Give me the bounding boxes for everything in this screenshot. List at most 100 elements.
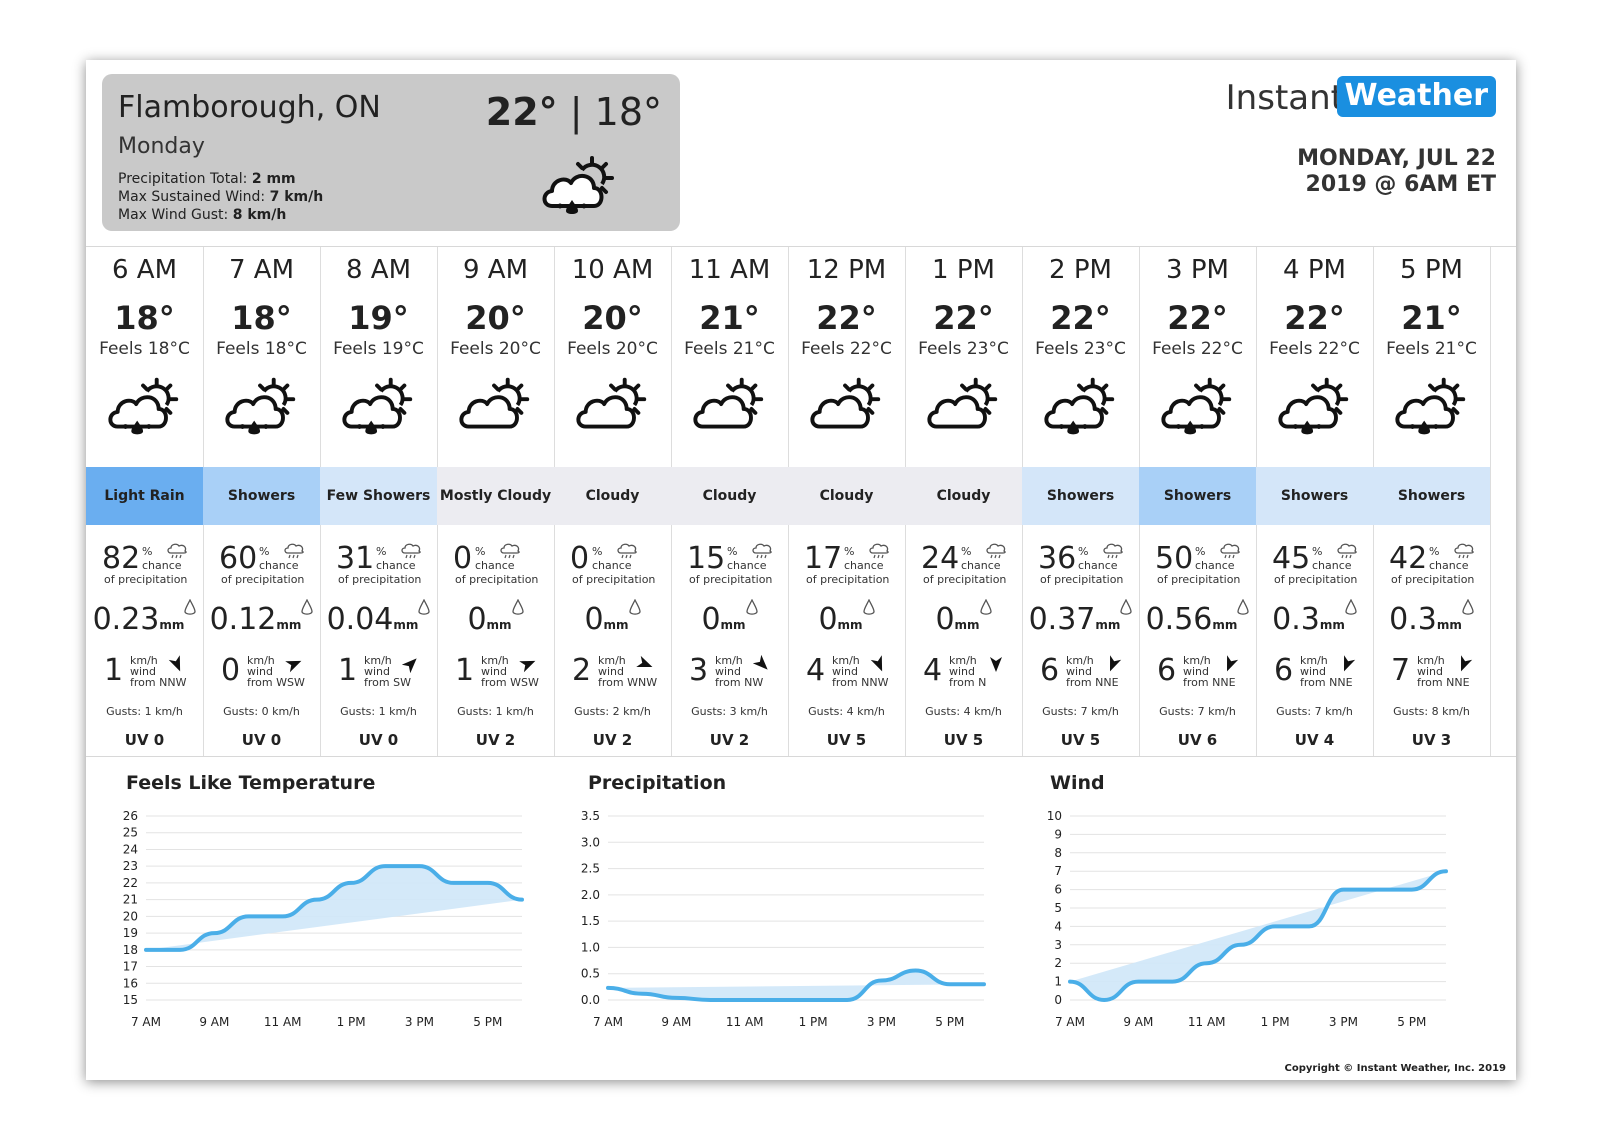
precip-amount-value: 0 xyxy=(935,602,955,637)
uv-index: UV 0 xyxy=(241,731,282,749)
rain-sun-icon xyxy=(108,377,179,435)
hour-feels-like: Feels 23°C xyxy=(918,339,1009,359)
precip-chance: 24 % chance of precipitation xyxy=(917,541,1017,591)
x-tick-label: 7 AM xyxy=(1055,1015,1085,1029)
mm-unit: mm xyxy=(720,618,746,632)
from-label: from xyxy=(247,676,273,689)
uv-index: UV 3 xyxy=(1411,731,1452,749)
gusts: Gusts: 2 km/h xyxy=(574,705,651,718)
daily-stats: Precipitation Total: 2 mm Max Sustained … xyxy=(118,170,323,224)
y-tick-label: 5 xyxy=(1054,901,1062,915)
of-precip-label: of precipitation xyxy=(1391,573,1475,586)
precip-amount: 0mm xyxy=(788,599,905,637)
wind-label: wind xyxy=(1300,665,1327,678)
raindrop-icon xyxy=(628,599,641,615)
wind-block: 1 km/h wind from WSW xyxy=(451,653,551,695)
wind-labels: km/h wind from NNE xyxy=(1300,655,1353,688)
wind-label: wind xyxy=(598,665,625,678)
hour-label: 7 AM xyxy=(228,255,295,285)
x-tick-label: 11 AM xyxy=(1188,1015,1226,1029)
wind-block: 3 km/h wind from NW xyxy=(685,653,785,695)
y-tick-label: 6 xyxy=(1054,883,1062,897)
wind-label: wind xyxy=(949,665,976,678)
precip-chance: 45 % chance of precipitation xyxy=(1268,541,1368,591)
condition-text: Few Showers xyxy=(326,487,431,504)
x-tick-label: 11 AM xyxy=(726,1015,764,1029)
hour-feels-like: Feels 22°C xyxy=(801,339,892,359)
x-tick-label: 7 AM xyxy=(593,1015,623,1029)
wind-direction: NNE xyxy=(1446,676,1470,689)
rain-sun-icon xyxy=(542,156,614,214)
wind-from: from NNW xyxy=(130,677,186,688)
gusts: Gusts: 7 km/h xyxy=(1159,705,1236,718)
hour-label: 3 PM xyxy=(1166,255,1229,285)
issued-time: 2019 @ 6AM ET xyxy=(1305,172,1496,197)
wind-block: 4 km/h wind from NNW xyxy=(802,653,902,695)
wind-direction: NNW xyxy=(159,676,187,689)
cloud-rain-small-icon xyxy=(167,543,187,559)
y-tick-label: 7 xyxy=(1054,864,1062,878)
precip-amount: 0mm xyxy=(437,599,554,637)
precip-amount-value: 0 xyxy=(701,602,721,637)
x-tick-label: 9 AM xyxy=(1123,1015,1153,1029)
wind-from: from NNE xyxy=(1417,677,1470,688)
gusts: Gusts: 7 km/h xyxy=(1276,705,1353,718)
cloud-rain-small-icon xyxy=(1454,543,1474,559)
max-gust: Max Wind Gust: 8 km/h xyxy=(118,206,323,224)
y-tick-label: 2.0 xyxy=(581,888,600,902)
cloud-rain-small-icon xyxy=(752,543,772,559)
max-gust-value: 8 km/h xyxy=(232,207,287,223)
x-tick-label: 1 PM xyxy=(799,1015,828,1029)
wind-labels: km/h wind from N xyxy=(949,655,986,688)
gusts: Gusts: 4 km/h xyxy=(808,705,885,718)
location-name: Flamborough, ON xyxy=(118,90,381,125)
issued-date: MONDAY, JUL 22 xyxy=(1297,146,1496,171)
hour-feels-like: Feels 21°C xyxy=(684,339,775,359)
of-precip-label: of precipitation xyxy=(1157,573,1241,586)
gusts: Gusts: 4 km/h xyxy=(925,705,1002,718)
hour-label: 2 PM xyxy=(1049,255,1112,285)
condition-text: Cloudy xyxy=(585,487,640,504)
hour-column: 6 AM 18° Feels 18°C Light Rain 82 % chan… xyxy=(86,247,204,757)
condition-text: Showers xyxy=(227,487,296,504)
wind-from: from WNW xyxy=(598,677,657,688)
rain-sun-icon xyxy=(1044,377,1115,435)
precip-chance: 0 % chance of precipitation xyxy=(566,541,666,591)
hour-temp: 22° xyxy=(1050,299,1111,337)
y-tick-label: 19 xyxy=(123,926,138,940)
precip-amount: 0mm xyxy=(554,599,671,637)
mm-unit: mm xyxy=(393,618,419,632)
hour-column: 5 PM 21° Feels 21°C Showers 42 % chance … xyxy=(1373,247,1491,757)
precip-amount: 0mm xyxy=(671,599,788,637)
hour-feels-like: Feels 23°C xyxy=(1035,339,1126,359)
hour-label: 4 PM xyxy=(1283,255,1346,285)
condition-label: Cloudy xyxy=(905,467,1022,525)
percent-sign: % xyxy=(259,545,270,558)
percent-sign: % xyxy=(142,545,153,558)
precip-chart: 0.0 0.5 1.0 1.5 2.0 2.5 3.0 3.5 7 AM 9 AM 11 AM 1 P… xyxy=(581,809,986,1029)
wind-block: 6 km/h wind from NNE xyxy=(1153,653,1253,695)
chance-label: chance xyxy=(259,559,299,572)
cloud-rain-small-icon xyxy=(401,543,421,559)
raindrop-icon xyxy=(184,599,197,615)
hour-label: 6 AM xyxy=(111,255,178,285)
uv-index: UV 2 xyxy=(709,731,750,749)
condition-label: Cloudy xyxy=(788,467,905,525)
cloud-sun-icon xyxy=(459,377,530,429)
hour-temp: 21° xyxy=(699,299,760,337)
wind-from: from WSW xyxy=(247,677,305,688)
mm-unit: mm xyxy=(159,618,185,632)
feels-like-chart-title: Feels Like Temperature xyxy=(126,772,376,794)
precip-amount: 0.23mm xyxy=(86,599,203,637)
cloud-sun-icon xyxy=(927,377,998,429)
condition-label: Showers xyxy=(1373,467,1490,525)
kmh-label: km/h xyxy=(715,654,743,667)
percent-sign: % xyxy=(727,545,738,558)
wind-labels: km/h wind from WSW xyxy=(481,655,539,688)
wind-block: 6 km/h wind from NNE xyxy=(1270,653,1370,695)
kmh-label: km/h xyxy=(364,654,392,667)
y-tick-label: 23 xyxy=(123,859,138,873)
condition-text: Light Rain xyxy=(104,487,185,504)
wind-chart-title: Wind xyxy=(1050,772,1105,794)
wind-direction: NNE xyxy=(1329,676,1353,689)
